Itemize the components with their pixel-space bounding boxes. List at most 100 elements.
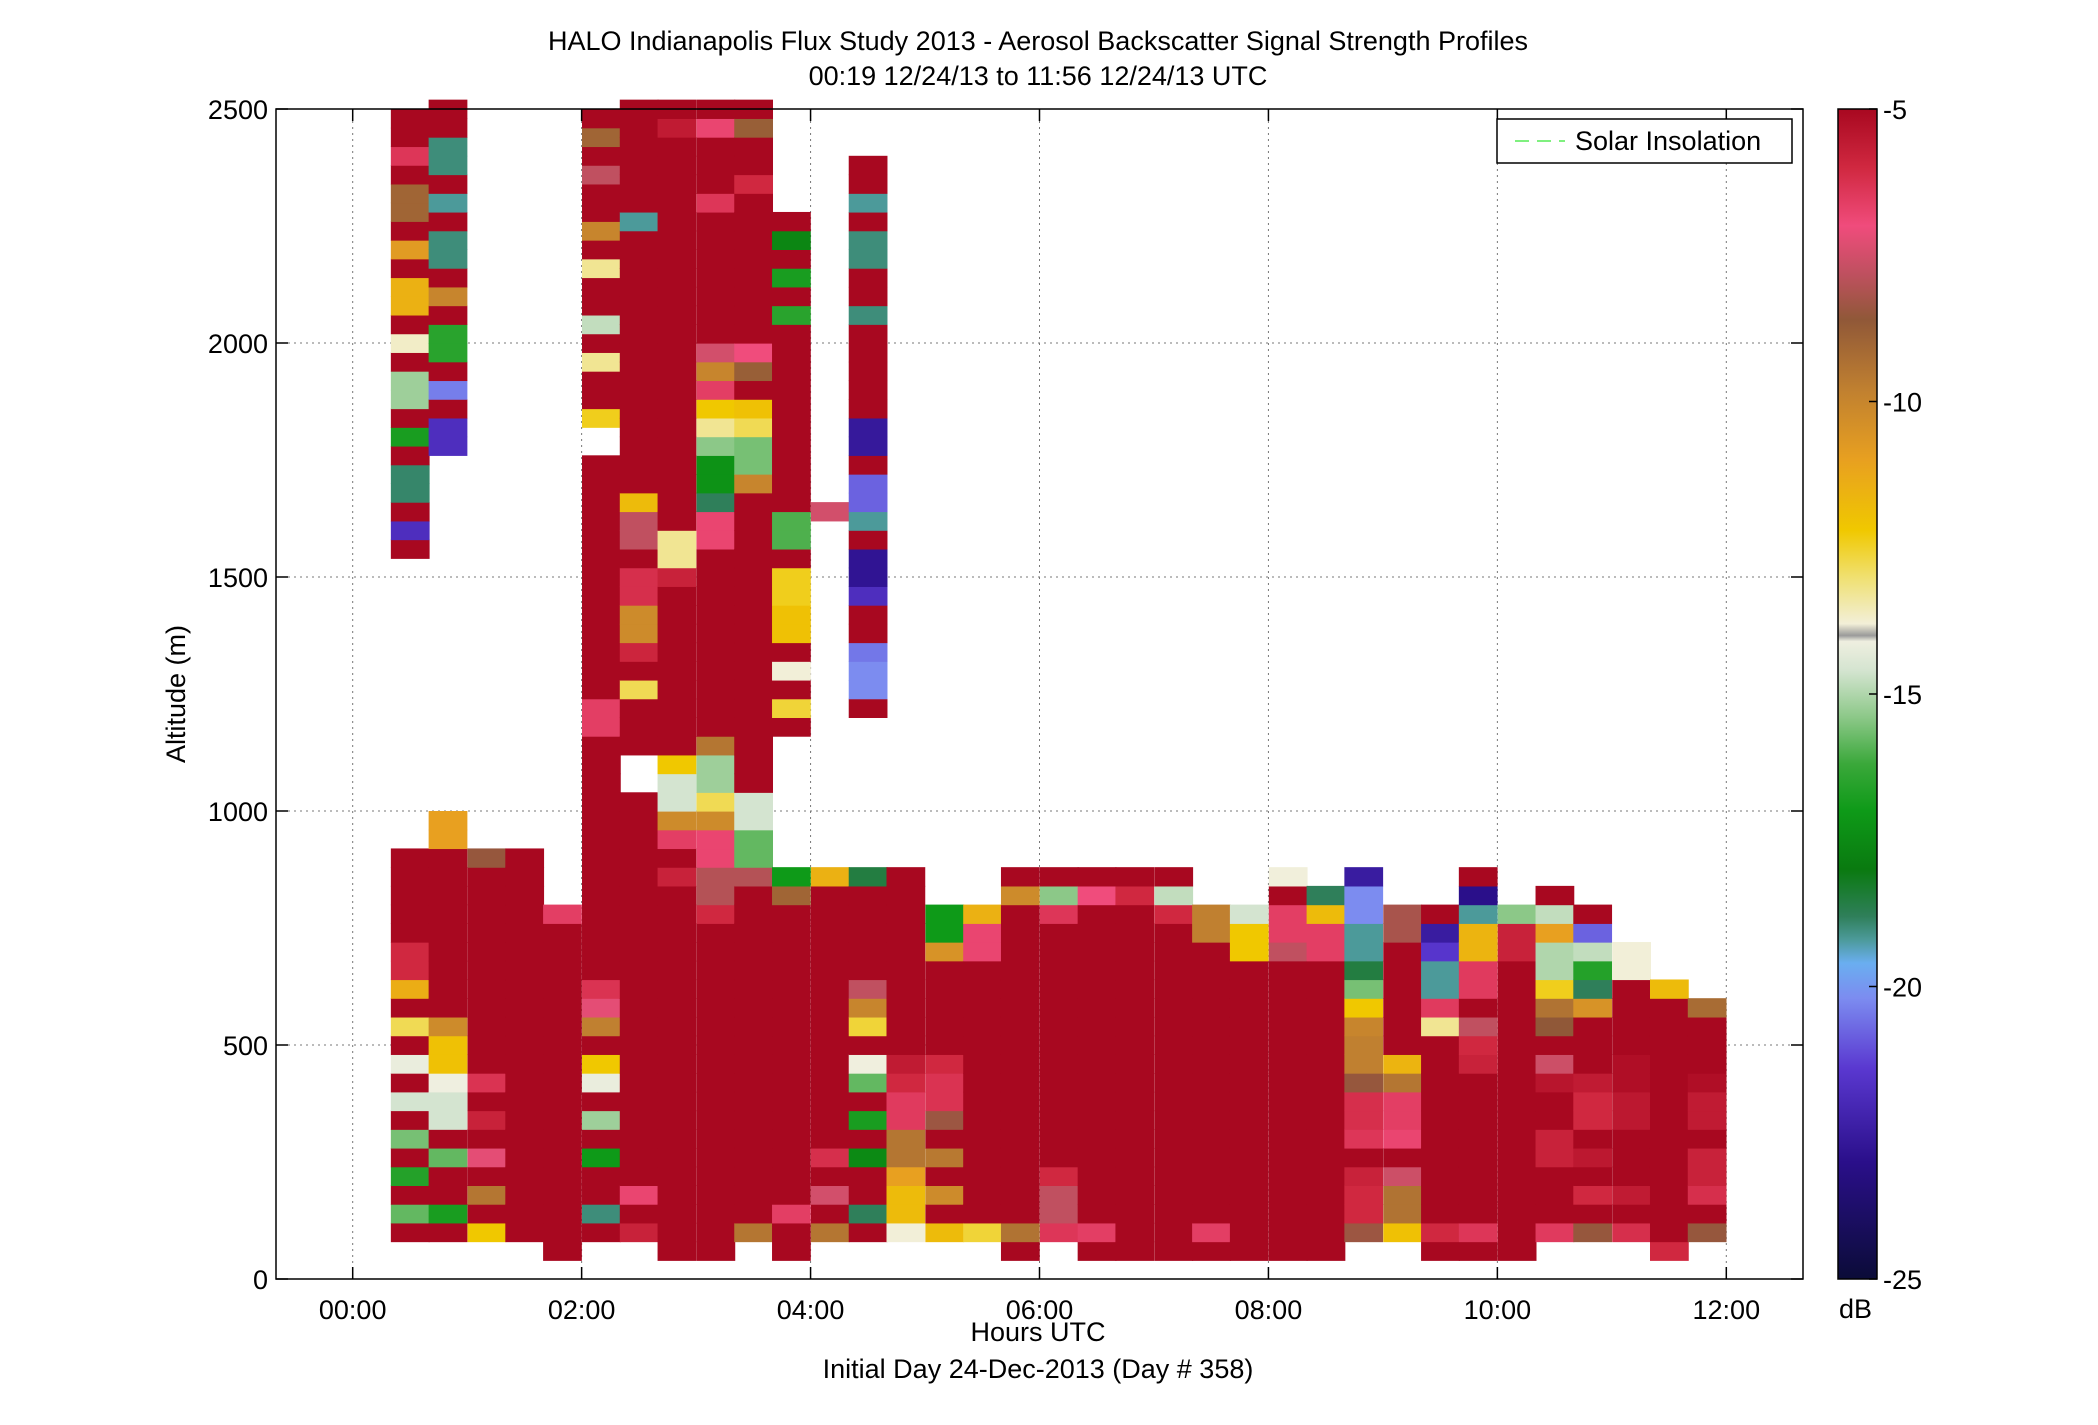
heatmap-cell bbox=[582, 165, 621, 185]
heatmap-cell bbox=[1154, 1204, 1194, 1224]
heatmap-cell bbox=[696, 1016, 736, 1037]
heatmap-cell bbox=[1115, 923, 1155, 943]
colorbar-tick-label: -15 bbox=[1883, 680, 1922, 710]
heatmap-cell bbox=[543, 1129, 582, 1149]
heatmap-cell bbox=[1383, 904, 1423, 924]
heatmap-cell bbox=[1612, 1185, 1651, 1205]
heatmap-cell bbox=[390, 427, 430, 447]
heatmap-cell bbox=[696, 193, 736, 213]
heatmap-cell bbox=[810, 923, 850, 943]
heatmap-cell bbox=[1192, 1091, 1231, 1112]
heatmap-cell bbox=[1535, 960, 1575, 981]
heatmap-cell bbox=[734, 1147, 774, 1168]
heatmap-cell bbox=[582, 389, 621, 410]
heatmap-cell bbox=[734, 155, 774, 176]
heatmap-cell bbox=[1649, 1129, 1689, 1149]
heatmap-cell bbox=[696, 998, 736, 1018]
heatmap-cell bbox=[390, 352, 430, 372]
heatmap-cell bbox=[582, 240, 621, 260]
heatmap-cell bbox=[657, 960, 697, 981]
heatmap-cell bbox=[582, 773, 621, 793]
heatmap-cell bbox=[619, 286, 659, 307]
heatmap-cell bbox=[696, 230, 736, 250]
heatmap-cell bbox=[428, 1054, 468, 1074]
heatmap-cell bbox=[772, 324, 811, 344]
heatmap-cell bbox=[1421, 960, 1460, 981]
heatmap-cell bbox=[810, 1073, 850, 1093]
heatmap-cell bbox=[1458, 1185, 1498, 1205]
heatmap-cell bbox=[696, 399, 736, 419]
heatmap-cell bbox=[848, 942, 888, 962]
heatmap-cell bbox=[1039, 885, 1079, 906]
heatmap-cell bbox=[963, 1054, 1002, 1074]
heatmap-cell bbox=[1612, 1091, 1651, 1112]
heatmap-cell bbox=[1268, 942, 1308, 962]
heatmap-cell bbox=[1573, 960, 1613, 981]
heatmap-cell bbox=[810, 885, 850, 906]
heatmap-cell bbox=[582, 408, 621, 428]
heatmap-cell bbox=[1154, 1091, 1194, 1112]
heatmap-cell bbox=[772, 698, 811, 718]
heatmap-cell bbox=[1687, 1222, 1727, 1243]
heatmap-cell bbox=[886, 979, 926, 999]
heatmap-cell bbox=[582, 277, 621, 297]
heatmap-cell bbox=[1306, 998, 1346, 1018]
heatmap-cell bbox=[886, 1073, 926, 1093]
heatmap-cell bbox=[1115, 867, 1155, 887]
heatmap-cell bbox=[1039, 1035, 1079, 1055]
heatmap-cell bbox=[1612, 1035, 1651, 1055]
heatmap-cells bbox=[390, 99, 1727, 1261]
heatmap-cell bbox=[848, 380, 888, 400]
heatmap-cell bbox=[886, 1091, 926, 1112]
heatmap-cell bbox=[1039, 1204, 1079, 1224]
heatmap-cell bbox=[1383, 1073, 1423, 1093]
heatmap-cell bbox=[1649, 1110, 1689, 1130]
heatmap-cell bbox=[1115, 1204, 1155, 1224]
heatmap-cell bbox=[657, 1241, 697, 1261]
heatmap-cell bbox=[582, 314, 621, 335]
colorbar-tick-label: -25 bbox=[1883, 1265, 1922, 1295]
heatmap-cell bbox=[657, 511, 697, 531]
heatmap-cell bbox=[428, 155, 468, 176]
heatmap-cell bbox=[657, 211, 697, 232]
heatmap-cell bbox=[1421, 923, 1460, 943]
heatmap-cell bbox=[582, 811, 621, 831]
heatmap-cell bbox=[582, 661, 621, 681]
heatmap-cell bbox=[505, 1054, 545, 1074]
heatmap-cell bbox=[848, 885, 888, 906]
heatmap-cell bbox=[734, 1166, 774, 1186]
heatmap-cell bbox=[696, 174, 736, 194]
heatmap-cell bbox=[1268, 1147, 1308, 1168]
heatmap-cell bbox=[619, 137, 659, 157]
heatmap-cell bbox=[772, 885, 811, 906]
heatmap-cell bbox=[1154, 960, 1194, 981]
heatmap-cell bbox=[696, 829, 736, 850]
heatmap-cell bbox=[1687, 1185, 1727, 1205]
heatmap-cell bbox=[1458, 867, 1498, 887]
heatmap-cell bbox=[619, 548, 659, 569]
heatmap-cell bbox=[963, 1222, 1002, 1243]
heatmap-cell bbox=[696, 361, 736, 382]
heatmap-cell bbox=[1077, 1166, 1117, 1186]
heatmap-cell bbox=[886, 867, 926, 887]
heatmap-cell bbox=[428, 923, 468, 943]
heatmap-cell bbox=[734, 736, 774, 756]
heatmap-cell bbox=[1344, 1166, 1384, 1186]
heatmap-cell bbox=[810, 942, 850, 962]
heatmap-cell bbox=[1421, 1241, 1460, 1261]
heatmap-cell bbox=[696, 530, 736, 550]
heatmap-cell bbox=[1458, 1147, 1498, 1168]
heatmap-cell bbox=[390, 1129, 430, 1149]
heatmap-cell bbox=[1383, 1166, 1423, 1186]
heatmap-cell bbox=[772, 567, 811, 587]
heatmap-cell bbox=[1649, 1147, 1689, 1168]
heatmap-cell bbox=[734, 998, 774, 1018]
heatmap-cell bbox=[582, 623, 621, 644]
heatmap-cell bbox=[963, 1166, 1002, 1186]
heatmap-cell bbox=[1383, 1129, 1423, 1149]
heatmap-cell bbox=[1497, 1147, 1537, 1168]
heatmap-cell bbox=[582, 258, 621, 279]
heatmap-cell bbox=[1000, 1222, 1040, 1243]
heatmap-cell bbox=[810, 979, 850, 999]
heatmap-cell bbox=[1344, 1035, 1384, 1055]
